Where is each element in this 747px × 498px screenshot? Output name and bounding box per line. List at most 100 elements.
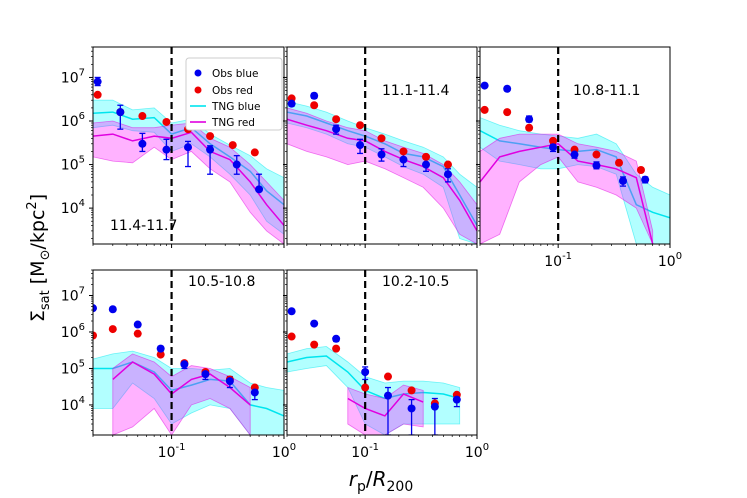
panel-mass-label: 10.5-10.8 (188, 274, 255, 290)
obs-blue-point (116, 108, 125, 117)
x-tick-label: 100 (658, 251, 682, 270)
panel-mass-label: 11.1-11.4 (382, 83, 449, 99)
obs-blue-point (255, 185, 264, 194)
obs-blue-point (133, 320, 142, 329)
obs-blue-point (503, 84, 512, 93)
legend-box (185, 57, 283, 131)
obs-blue-point (592, 161, 601, 170)
obs-blue-point (480, 81, 489, 90)
obs-red-point (250, 148, 259, 157)
panel-plot-area (287, 270, 461, 435)
obs-red-point (549, 136, 558, 145)
obs-blue-point (138, 139, 147, 148)
obs-red-point (592, 150, 601, 159)
tng-red-band (112, 353, 251, 435)
obs-red-point (133, 329, 142, 338)
panel-plot-area (93, 270, 284, 435)
obs-blue-point (250, 388, 259, 397)
tng-blue-line (287, 355, 460, 400)
x-tick-label: 10-1 (158, 442, 186, 461)
obs-blue-point (225, 377, 234, 386)
obs-blue-point (361, 367, 370, 376)
obs-red-point (310, 340, 319, 349)
obs-blue-point (93, 77, 102, 86)
obs-blue-point (93, 304, 97, 313)
obs-red-point (332, 344, 341, 353)
obs-red-point (407, 386, 416, 395)
tng-red-band (287, 107, 477, 244)
x-tick-label: 100 (465, 442, 489, 461)
panel-mass-label: 11.4-11.7 (110, 218, 177, 234)
obs-blue-point (407, 404, 416, 413)
obs-red-point (332, 115, 341, 124)
y-tick-label: 107 (61, 285, 85, 304)
legend-label-tng-blue: TNG blue (211, 101, 260, 113)
y-tick-label: 105 (61, 155, 85, 174)
y-axis-label: Σsat [M⊙/kpc2] (25, 194, 53, 322)
obs-red-point (138, 112, 147, 121)
panel-4: 107 106 105 104 10-1 100 10.5-10.8 (61, 269, 296, 461)
obs-blue-point (641, 175, 650, 184)
panel-frame (479, 46, 671, 245)
obs-blue-point (180, 360, 189, 369)
obs-blue-point (430, 402, 439, 411)
obs-blue-point (525, 115, 534, 124)
panel-frame (286, 46, 478, 245)
obs-blue-point (162, 145, 171, 154)
panels-group: 107 106 105 104 11.4-11.7 11.1-11.4 10-1 100 10.… (61, 46, 682, 461)
tng-red-band (347, 384, 424, 435)
obs-red-point (162, 117, 171, 126)
obs-red-point (636, 165, 645, 174)
obs-red-point (356, 121, 365, 130)
legend-marker-obs-blue (194, 69, 202, 77)
panel-plot-area (287, 47, 477, 244)
obs-blue-point (356, 141, 365, 150)
obs-red-point (93, 90, 102, 99)
legend-marker-obs-red (194, 86, 202, 94)
panel-3: 10-1 100 10.8-11.1 (476, 46, 682, 270)
obs-red-point (480, 105, 489, 114)
obs-red-point (93, 331, 97, 340)
x-tick-label: 100 (272, 442, 296, 461)
panel-2: 11.1-11.4 (283, 46, 478, 248)
y-tick-label: 106 (61, 111, 85, 130)
obs-red-point (615, 158, 624, 167)
tng-red-band (480, 133, 654, 244)
obs-blue-point (232, 160, 241, 169)
obs-blue-point (310, 319, 319, 328)
obs-red-point (228, 141, 237, 150)
obs-blue-point (201, 370, 210, 379)
obs-blue-point (619, 176, 628, 185)
x-tick-label: 10-1 (544, 251, 572, 270)
obs-blue-point (399, 155, 408, 164)
y-tick-label: 104 (61, 395, 85, 414)
obs-blue-point (452, 395, 461, 404)
panel-frame (92, 269, 285, 436)
panel-5: 10-1 100 10.2-10.5 (283, 269, 489, 461)
tng-red-line (480, 142, 654, 244)
obs-blue-point (108, 305, 117, 314)
obs-red-point (399, 147, 408, 156)
tng-red-line (112, 361, 251, 406)
obs-blue-point (287, 307, 296, 316)
obs-red-point (377, 134, 386, 143)
obs-red-point (310, 101, 319, 110)
obs-red-point (108, 325, 117, 334)
obs-red-point (156, 350, 165, 359)
obs-red-point (443, 160, 452, 169)
obs-blue-point (422, 160, 431, 169)
obs-blue-point (377, 150, 386, 159)
obs-red-point (206, 132, 215, 141)
tng-blue-band (93, 350, 284, 435)
tng-red-line (347, 393, 424, 417)
tng-blue-line (93, 361, 284, 417)
obs-blue-point (332, 125, 341, 134)
x-tick-label: 10-1 (351, 442, 379, 461)
panel-plot-area (480, 47, 670, 244)
obs-blue-point (206, 145, 215, 154)
obs-blue-point (443, 170, 452, 179)
legend: Obs blue Obs red TNG blue TNG red (185, 57, 283, 131)
y-tick-label: 105 (61, 358, 85, 377)
panel-frame (92, 46, 285, 245)
